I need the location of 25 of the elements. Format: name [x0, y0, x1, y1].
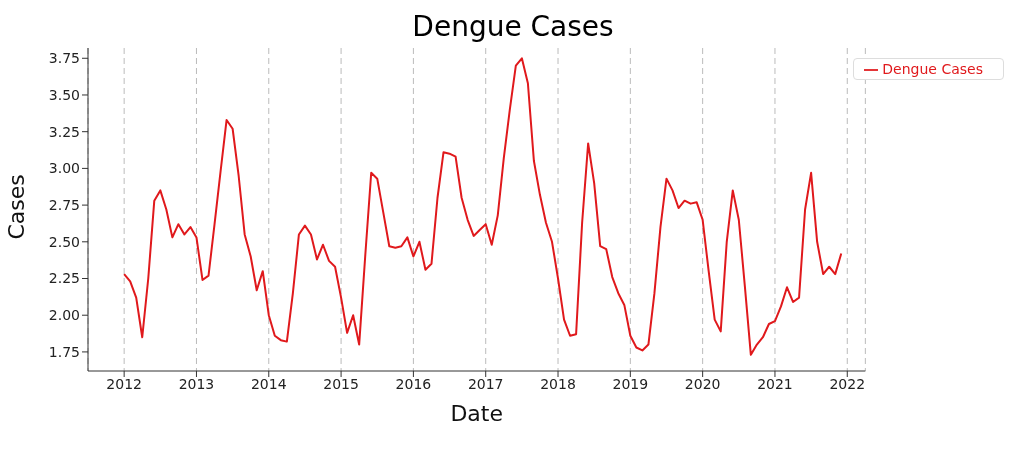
x-tick-label: 2016 [395, 375, 432, 392]
y-tick-label: 3.75 [48, 50, 80, 67]
x-tick-label: 2020 [684, 375, 721, 392]
y-tick-label: 3.50 [48, 86, 80, 103]
y-tick-label: 3.25 [48, 123, 80, 140]
y-tick-label: 2.00 [48, 307, 80, 324]
line-series [123, 57, 843, 356]
chart-title: Dengue Cases [411, 9, 615, 45]
y-axis-title: Cases [3, 174, 29, 240]
y-tick-label: 2.75 [48, 197, 80, 214]
x-tick-label: 2015 [323, 375, 359, 392]
x-tick-label: 2014 [250, 375, 287, 392]
x-axis-title: Date [450, 401, 503, 426]
legend-label: Dengue Cases [882, 61, 983, 77]
x-tick-label: 2022 [829, 375, 866, 392]
y-tick-label: 2.50 [48, 233, 80, 250]
x-tick-label: 2018 [540, 375, 576, 392]
x-tick-label: 2013 [178, 375, 215, 392]
y-tick-label: 2.25 [48, 270, 80, 287]
x-tick-label: 2012 [106, 375, 142, 392]
x-tick-label: 2021 [757, 375, 793, 392]
y-tick-label: 3.00 [48, 160, 80, 177]
y-tick-label: 1.75 [48, 343, 80, 360]
x-tick-label: 2019 [612, 375, 649, 392]
x-tick-label: 2017 [467, 375, 504, 392]
